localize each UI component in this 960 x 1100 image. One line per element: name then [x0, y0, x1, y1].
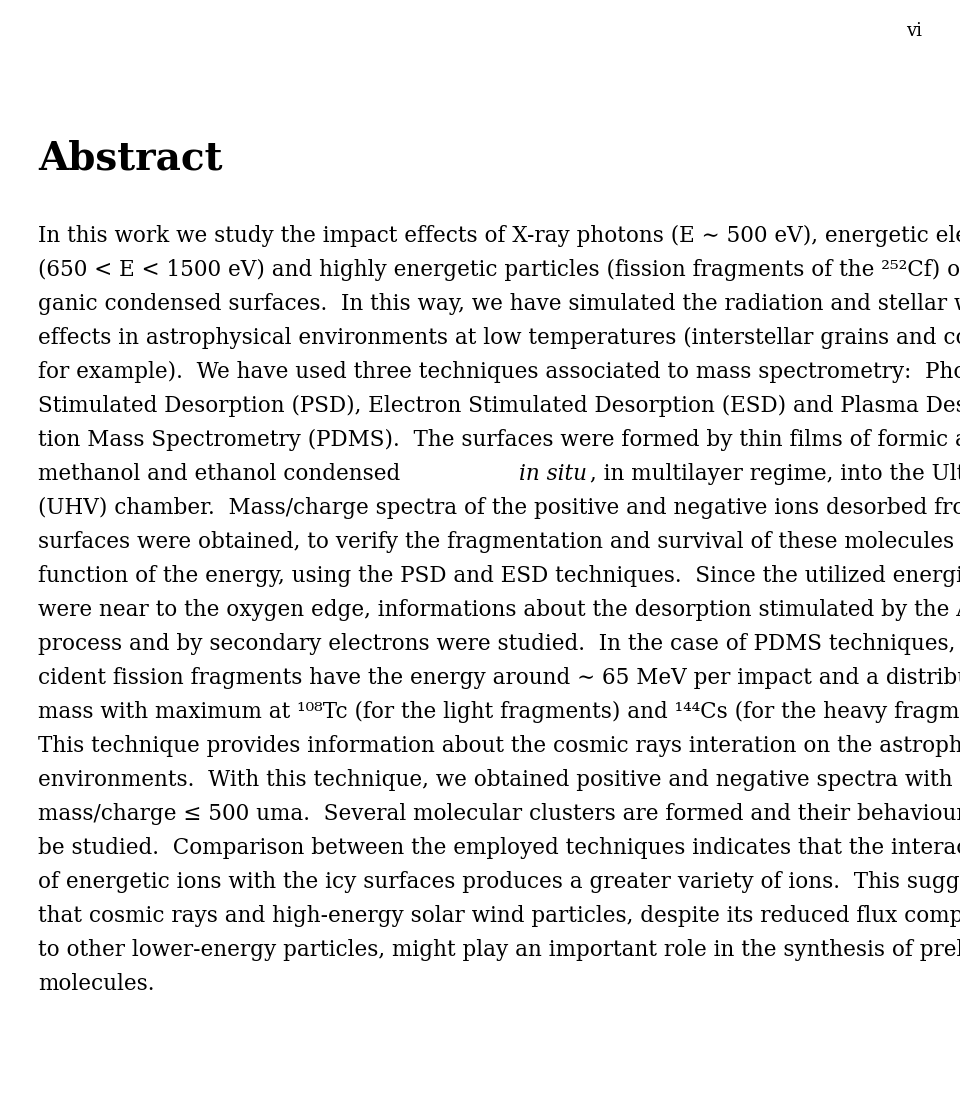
Text: in situ: in situ — [518, 463, 587, 485]
Text: Abstract: Abstract — [38, 140, 223, 178]
Text: surfaces were obtained, to verify the fragmentation and survival of these molecu: surfaces were obtained, to verify the fr… — [38, 531, 960, 553]
Text: , in multilayer regime, into the Ultra-High Vacuum: , in multilayer regime, into the Ultra-H… — [589, 463, 960, 485]
Text: be studied.  Comparison between the employed techniques indicates that the inter: be studied. Comparison between the emplo… — [38, 837, 960, 859]
Text: tion Mass Spectrometry (PDMS).  The surfaces were formed by thin films of formic: tion Mass Spectrometry (PDMS). The surfa… — [38, 429, 960, 451]
Text: (UHV) chamber.  Mass/charge spectra of the positive and negative ions desorbed f: (UHV) chamber. Mass/charge spectra of th… — [38, 497, 960, 519]
Text: (650 < E < 1500 eV) and highly energetic particles (fission fragments of the ²⁵²: (650 < E < 1500 eV) and highly energetic… — [38, 258, 960, 282]
Text: methanol and ethanol condensed: methanol and ethanol condensed — [38, 463, 407, 485]
Text: In this work we study the impact effects of X-ray photons (E ∼ 500 eV), energeti: In this work we study the impact effects… — [38, 226, 960, 248]
Text: that cosmic rays and high-energy solar wind particles, despite its reduced flux : that cosmic rays and high-energy solar w… — [38, 905, 960, 927]
Text: were near to the oxygen edge, informations about the desorption stimulated by th: were near to the oxygen edge, informatio… — [38, 600, 960, 621]
Text: of energetic ions with the icy surfaces produces a greater variety of ions.  Thi: of energetic ions with the icy surfaces … — [38, 871, 960, 893]
Text: function of the energy, using the PSD and ESD techniques.  Since the utilized en: function of the energy, using the PSD an… — [38, 565, 960, 587]
Text: mass/charge ≤ 500 uma.  Several molecular clusters are formed and their behaviou: mass/charge ≤ 500 uma. Several molecular… — [38, 803, 960, 825]
Text: cident fission fragments have the energy around ∼ 65 MeV per impact and a distri: cident fission fragments have the energy… — [38, 667, 960, 689]
Text: to other lower-energy particles, might play an important role in the synthesis o: to other lower-energy particles, might p… — [38, 939, 960, 961]
Text: for example).  We have used three techniques associated to mass spectrometry:  P: for example). We have used three techniq… — [38, 361, 960, 383]
Text: Stimulated Desorption (PSD), Electron Stimulated Desorption (ESD) and Plasma Des: Stimulated Desorption (PSD), Electron St… — [38, 395, 960, 417]
Text: This technique provides information about the cosmic rays interation on the astr: This technique provides information abou… — [38, 735, 960, 757]
Text: process and by secondary electrons were studied.  In the case of PDMS techniques: process and by secondary electrons were … — [38, 632, 960, 654]
Text: environments.  With this technique, we obtained positive and negative spectra wi: environments. With this technique, we ob… — [38, 769, 960, 791]
Text: mass with maximum at ¹⁰⁸Tc (for the light fragments) and ¹⁴⁴Cs (for the heavy fr: mass with maximum at ¹⁰⁸Tc (for the ligh… — [38, 701, 960, 723]
Text: molecules.: molecules. — [38, 974, 155, 996]
Text: vi: vi — [906, 22, 922, 40]
Text: effects in astrophysical environments at low temperatures (interstellar grains a: effects in astrophysical environments at… — [38, 327, 960, 349]
Text: ganic condensed surfaces.  In this way, we have simulated the radiation and stel: ganic condensed surfaces. In this way, w… — [38, 293, 960, 315]
